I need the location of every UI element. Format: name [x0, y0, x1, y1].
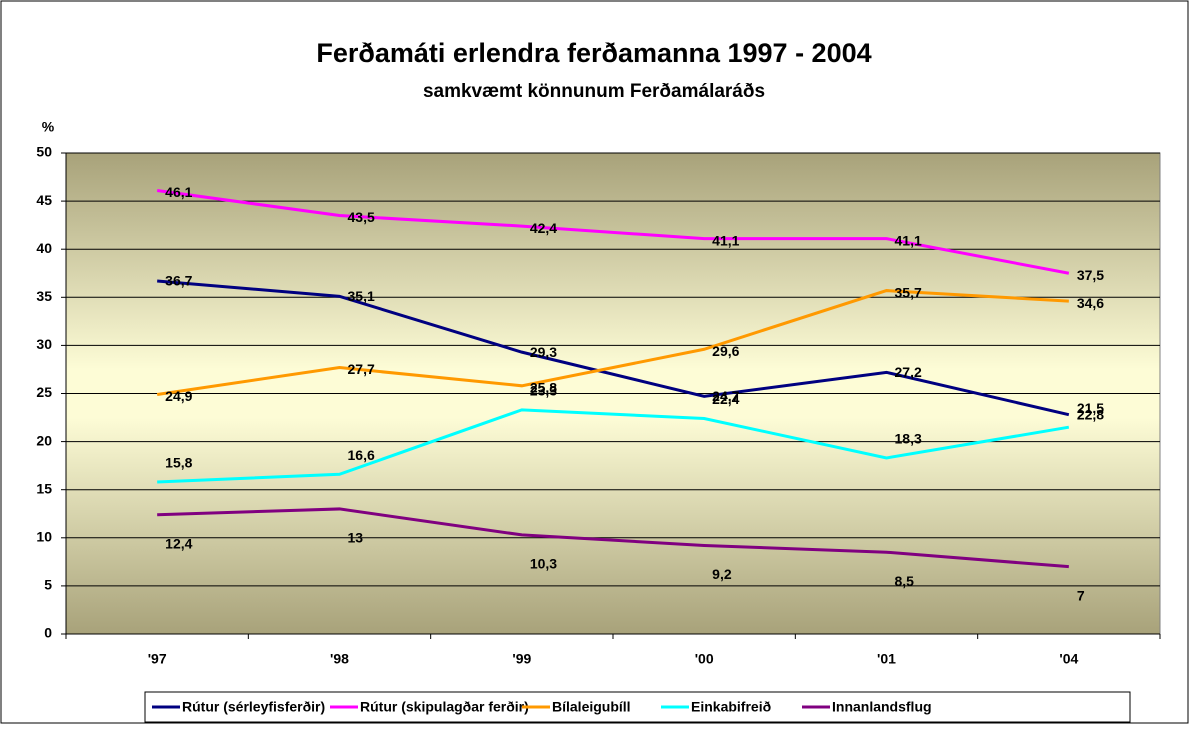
legend-label: Innanlandsflug	[832, 699, 932, 715]
y-tick-label: 45	[36, 192, 52, 208]
series-line	[157, 507, 1069, 569]
legend-label: Bílaleigubíll	[552, 699, 631, 715]
data-label: 37,5	[1077, 267, 1104, 283]
data-label: 12,4	[165, 535, 192, 551]
data-label: 46,1	[165, 184, 192, 200]
data-label: 25,8	[530, 380, 557, 396]
x-tick-label: '01	[877, 651, 896, 667]
y-tick-label: 0	[44, 625, 52, 641]
data-label: 21,5	[1077, 400, 1104, 416]
y-tick-label: 35	[36, 288, 52, 304]
data-label: 27,2	[895, 364, 922, 380]
data-label: 27,7	[348, 361, 375, 377]
series-line	[157, 408, 1070, 484]
data-label: 22,8	[1077, 406, 1104, 422]
chart-title: Ferðamáti erlendra ferðamanna 1997 - 200…	[316, 38, 871, 68]
series-line	[156, 189, 1070, 275]
chart-subtitle: samkvæmt könnunum Ferðamálaráðs	[423, 81, 765, 102]
data-label: 16,6	[348, 447, 375, 463]
series-line	[157, 279, 1070, 417]
legend-label: Rútur (skipulagðar ferðir)	[360, 699, 529, 715]
x-tick-label: '97	[148, 651, 167, 667]
data-label: 8,5	[895, 573, 915, 589]
data-label: 15,8	[165, 455, 192, 471]
y-tick-label: 20	[36, 432, 52, 448]
y-tick-label: 15	[36, 480, 52, 496]
data-label: 22,4	[712, 391, 739, 407]
data-label: 24,9	[165, 388, 192, 404]
data-label: 13	[348, 530, 364, 546]
data-label: 36,7	[165, 273, 192, 289]
x-tick-label: '04	[1059, 651, 1078, 667]
y-axis-label: %	[42, 119, 55, 135]
data-label: 29,6	[712, 343, 739, 359]
data-label: 9,2	[712, 566, 732, 582]
y-tick-label: 10	[36, 529, 52, 545]
series-line	[156, 289, 1069, 396]
legend-label: Rútur (sérleyfisferðir)	[182, 699, 325, 715]
legend	[144, 691, 1131, 723]
data-label: 29,3	[530, 344, 557, 360]
data-label: 34,6	[1077, 295, 1104, 311]
x-tick-label: '00	[695, 651, 714, 667]
data-label: 35,7	[895, 284, 922, 300]
data-label: 43,5	[348, 209, 375, 225]
y-tick-label: 40	[36, 240, 52, 256]
legend-label: Einkabifreið	[691, 699, 771, 715]
data-label: 10,3	[530, 556, 557, 572]
x-tick-label: '98	[330, 651, 349, 667]
x-tick-label: '99	[512, 651, 531, 667]
data-label: 24,7	[712, 388, 739, 404]
y-tick-label: 30	[36, 336, 52, 352]
y-tick-label: 5	[44, 577, 52, 593]
data-label: 7	[1077, 587, 1085, 603]
data-label: 18,3	[895, 431, 922, 447]
y-tick-label: 25	[36, 384, 52, 400]
y-tick-label: 50	[36, 144, 52, 160]
data-label: 35,1	[348, 288, 375, 304]
data-label: 41,1	[895, 232, 922, 248]
data-label: 42,4	[530, 220, 557, 236]
data-label: 23,3	[530, 383, 557, 399]
data-label: 41,1	[712, 232, 739, 248]
